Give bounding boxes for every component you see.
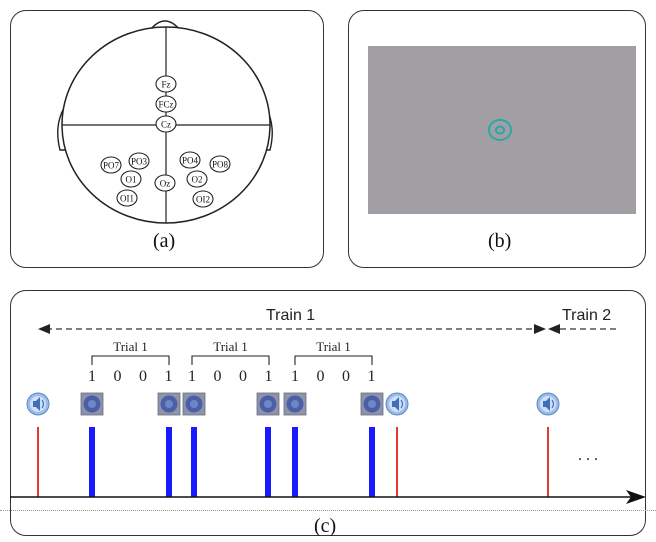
visual-stimulus-bar <box>89 427 95 497</box>
trial-label: Trial 1 <box>213 339 248 354</box>
continuation-ellipsis: . . . <box>578 447 598 464</box>
visual-stimulus-bar <box>191 427 197 497</box>
visual-stimulus <box>157 392 181 416</box>
electrode-oz: Oz <box>154 174 176 192</box>
time-axis-arrowhead <box>626 490 646 504</box>
speaker-icon <box>536 392 560 416</box>
electrode-label: OI1 <box>120 194 134 204</box>
electrode-label: PO7 <box>103 161 120 171</box>
visual-stimulus-bar <box>265 427 271 497</box>
trial-code-digit: 1 <box>265 368 273 385</box>
electrode-label: FCz <box>158 100 173 110</box>
electrode-label: PO4 <box>182 156 199 166</box>
visual-stimulus-bar <box>292 427 298 497</box>
speaker-icon <box>385 392 409 416</box>
electrode-label: Cz <box>161 120 171 130</box>
electrode-oi2: OI2 <box>192 190 214 208</box>
train1-label: Train 1 <box>266 307 315 324</box>
visual-stimulus-bar <box>369 427 375 497</box>
trial-code-digit: 0 <box>214 368 222 385</box>
train1-arrow-left-head <box>38 324 50 334</box>
trial-group: Trial 1 1 0 0 1 <box>88 339 173 385</box>
electrode-fcz: FCz <box>155 95 177 113</box>
electrode-label: OI2 <box>196 195 210 205</box>
dotted-separator <box>0 510 656 511</box>
electrode-po4: PO4 <box>179 151 201 169</box>
trial-code-digit: 0 <box>342 368 350 385</box>
trial-label: Trial 1 <box>316 339 351 354</box>
trial-code-digit: 1 <box>165 368 173 385</box>
trial-code-digit: 0 <box>114 368 122 385</box>
electrode-label: O2 <box>192 175 203 185</box>
train2-arrow-left-head <box>548 324 560 334</box>
trial-code-digit: 1 <box>368 368 376 385</box>
caption-a: (a) <box>153 230 176 252</box>
electrode-label: Oz <box>160 179 171 189</box>
visual-stimulus <box>283 392 307 416</box>
electrode-oi1: OI1 <box>116 189 138 207</box>
trial-code-digit: 0 <box>239 368 247 385</box>
electrode-cz: Cz <box>155 115 177 133</box>
electrode-label: O1 <box>126 175 137 185</box>
trial-code-digit: 1 <box>88 368 96 385</box>
caption-b: (b) <box>488 230 512 252</box>
trial-code-digit: 1 <box>291 368 299 385</box>
electrode-o2: O2 <box>186 170 208 188</box>
trial-code-digit: 0 <box>317 368 325 385</box>
train1-arrow-right-head <box>534 324 546 334</box>
electrode-o1: O1 <box>120 170 142 188</box>
speaker-icon <box>26 392 50 416</box>
electrode-fz: Fz <box>155 75 177 93</box>
electrode-po3: PO3 <box>128 152 150 170</box>
trial-group: Trial 1 1 0 0 1 <box>291 339 376 385</box>
visual-stimulus <box>182 392 206 416</box>
electrode-label: PO3 <box>131 157 148 167</box>
train2-label: Train 2 <box>562 307 611 324</box>
trial-code-digit: 1 <box>188 368 196 385</box>
electrode-po8: PO8 <box>209 155 231 173</box>
visual-stimulus <box>360 392 384 416</box>
electrode-po7: PO7 <box>100 156 122 174</box>
visual-stimulus-bar <box>166 427 172 497</box>
trial-code-digit: 0 <box>139 368 147 385</box>
visual-stimulus <box>256 392 280 416</box>
electrode-label: Fz <box>162 80 171 90</box>
trial-group: Trial 1 1 0 0 1 <box>188 339 273 385</box>
visual-stimulus <box>80 392 104 416</box>
caption-c: (c) <box>314 515 337 537</box>
electrode-label: PO8 <box>212 160 229 170</box>
trial-label: Trial 1 <box>113 339 148 354</box>
